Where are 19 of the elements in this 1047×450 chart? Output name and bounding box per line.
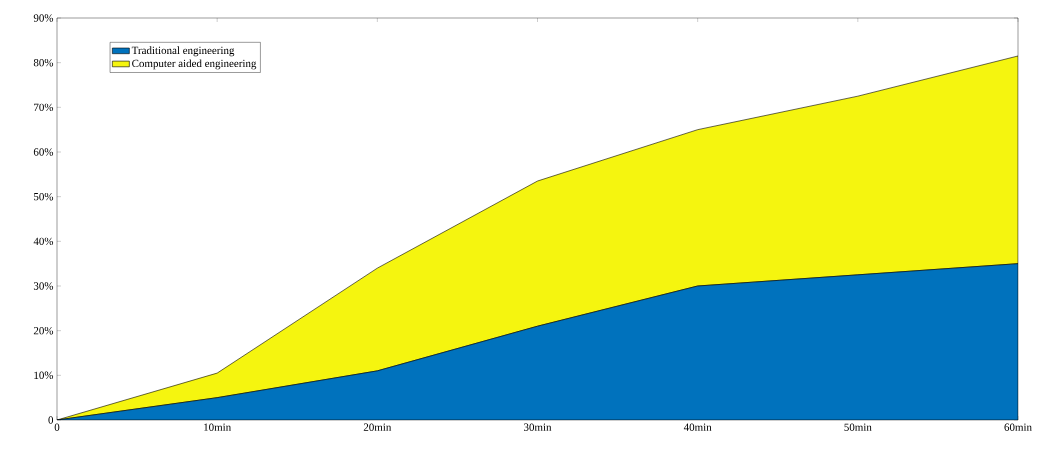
y-tick-label: 80% — [33, 58, 54, 67]
x-tick-label: 40min — [683, 423, 712, 431]
x-tick-label: 30min — [524, 423, 552, 431]
legend-label: Traditional engineering — [131, 46, 235, 57]
y-tick-label: 0 — [48, 416, 54, 424]
y-tick-label: 40% — [33, 237, 54, 246]
x-tick-label: 50min — [844, 423, 872, 431]
y-tick-label: 20% — [33, 326, 54, 335]
x-tick-label: 10min — [204, 423, 232, 431]
x-tick-label: 20min — [363, 423, 392, 431]
y-tick-label: 60% — [33, 148, 54, 156]
y-tick-label: 10% — [34, 371, 54, 380]
x-tick-label: 0 — [54, 423, 60, 431]
y-tick-label: 50% — [34, 192, 54, 201]
y-tick-label: 70% — [34, 103, 54, 112]
x-tick-label: 60min — [1004, 423, 1032, 431]
y-tick-label: 90% — [33, 14, 54, 22]
legend-label: Computer aided engineering — [132, 59, 257, 70]
y-tick-label: 30% — [33, 282, 54, 290]
